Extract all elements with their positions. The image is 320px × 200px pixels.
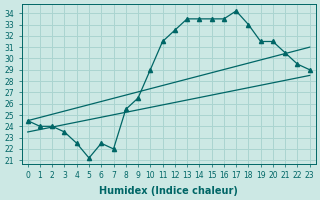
X-axis label: Humidex (Indice chaleur): Humidex (Indice chaleur) <box>99 186 238 196</box>
